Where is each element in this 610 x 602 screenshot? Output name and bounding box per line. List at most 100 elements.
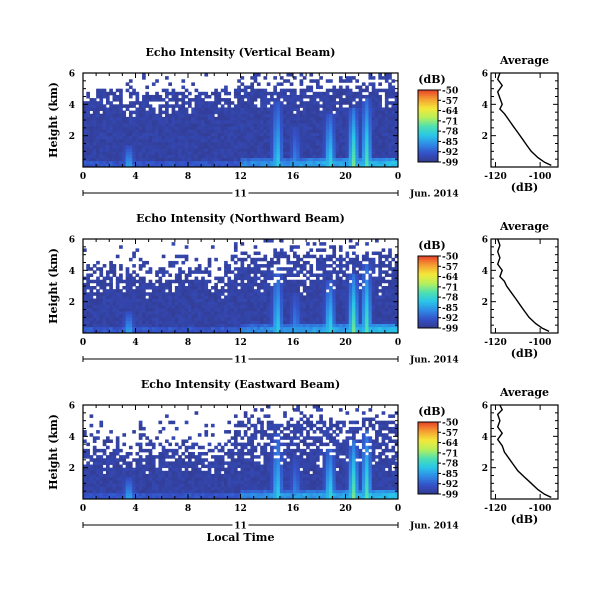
heatmap-cell — [132, 302, 136, 306]
heatmap-cell — [339, 270, 343, 274]
x-tick-label: 12 — [234, 172, 247, 182]
heatmap-cell — [99, 305, 103, 309]
heatmap-cell — [296, 320, 300, 324]
heatmap-cell — [309, 126, 313, 130]
heatmap-cell — [359, 120, 363, 124]
heatmap-cell — [378, 126, 382, 130]
heatmap-cell — [119, 92, 123, 96]
heatmap-cell — [224, 302, 228, 306]
heatmap-cell — [106, 283, 110, 287]
heatmap-cell — [195, 277, 199, 281]
heatmap-cell — [109, 295, 113, 299]
heatmap-cell — [378, 95, 382, 99]
heatmap-cell — [178, 302, 182, 306]
heatmap-cell — [326, 273, 330, 277]
heatmap-cell — [90, 468, 94, 472]
heatmap-cell — [234, 261, 238, 265]
heatmap-cell — [96, 139, 100, 143]
heatmap-cell — [267, 286, 271, 290]
heatmap-cell — [103, 443, 107, 447]
heatmap-cell — [126, 493, 130, 497]
heatmap-cell — [122, 474, 126, 478]
heatmap-cell — [178, 107, 182, 111]
heatmap-cell — [362, 114, 366, 118]
heatmap-cell — [119, 142, 123, 146]
heatmap-cell — [96, 455, 100, 459]
heatmap-cell — [378, 314, 382, 318]
heatmap-cell — [96, 458, 100, 462]
heatmap-cell — [109, 430, 113, 434]
heatmap-cell — [172, 111, 176, 115]
heatmap-cell — [349, 258, 353, 262]
heatmap-cell — [139, 490, 143, 494]
heatmap-cell — [155, 317, 159, 321]
heatmap-cell — [372, 107, 376, 111]
heatmap-cell — [260, 258, 264, 262]
day-label: 11 — [234, 190, 247, 200]
heatmap-cell — [263, 151, 267, 155]
heatmap-cell — [385, 327, 389, 331]
heatmap-cell — [119, 305, 123, 309]
heatmap-cell — [149, 158, 153, 162]
heatmap-cell — [152, 126, 156, 130]
heatmap-cell — [250, 283, 254, 287]
heatmap-cell — [329, 98, 333, 102]
heatmap-cell — [198, 292, 202, 296]
heatmap-cell — [283, 151, 287, 155]
heatmap-cell — [332, 148, 336, 152]
heatmap-cell — [221, 120, 225, 124]
heatmap-cell — [323, 107, 327, 111]
heatmap-cell — [375, 314, 379, 318]
heatmap-cell — [296, 139, 300, 143]
heatmap-cell — [227, 324, 231, 328]
heatmap-cell — [165, 104, 169, 108]
heatmap-cell — [195, 89, 199, 93]
heatmap-cell — [86, 314, 90, 318]
heatmap-cell — [385, 126, 389, 130]
heatmap-cell — [208, 327, 212, 331]
heatmap-cell — [316, 104, 320, 108]
heatmap-cell — [241, 320, 245, 324]
heatmap-cell — [362, 324, 366, 328]
heatmap-cell — [145, 126, 149, 130]
heatmap-cell — [267, 267, 271, 271]
heatmap-cell — [198, 129, 202, 133]
heatmap-cell — [158, 161, 162, 165]
heatmap-cell — [237, 133, 241, 137]
heatmap-cell — [90, 317, 94, 321]
heatmap-cell — [224, 136, 228, 140]
panel-title: Echo Intensity (Vertical Beam) — [145, 46, 335, 59]
heatmap-cell — [257, 308, 261, 312]
heatmap-cell — [145, 299, 149, 303]
heatmap-cell — [188, 114, 192, 118]
heatmap-cell — [241, 161, 245, 165]
heatmap-cell — [254, 79, 258, 83]
heatmap-cell — [227, 286, 231, 290]
heatmap-cell — [231, 120, 235, 124]
heatmap-cell — [250, 320, 254, 324]
heatmap-cell — [113, 120, 117, 124]
heatmap-cell — [237, 145, 241, 149]
heatmap-cell — [382, 261, 386, 265]
heatmap-cell — [214, 107, 218, 111]
heatmap-cell — [280, 107, 284, 111]
heatmap-cell — [309, 302, 313, 306]
heatmap-cell — [168, 154, 172, 158]
heatmap-cell — [391, 324, 395, 328]
heatmap-cell — [342, 151, 346, 155]
heatmap-cell — [234, 129, 238, 133]
heatmap-cell — [365, 264, 369, 268]
heatmap-cell — [129, 477, 133, 481]
heatmap-cell — [290, 114, 294, 118]
heatmap-cell — [368, 129, 372, 133]
heatmap-cell — [158, 283, 162, 287]
heatmap-cell — [86, 295, 90, 299]
heatmap-cell — [139, 311, 143, 315]
heatmap-cell — [359, 104, 363, 108]
heatmap-cell — [129, 126, 133, 130]
heatmap-cell — [93, 317, 97, 321]
heatmap-cell — [263, 89, 267, 93]
heatmap-cell — [175, 299, 179, 303]
heatmap-cell — [388, 117, 392, 121]
heatmap-cell — [388, 111, 392, 115]
